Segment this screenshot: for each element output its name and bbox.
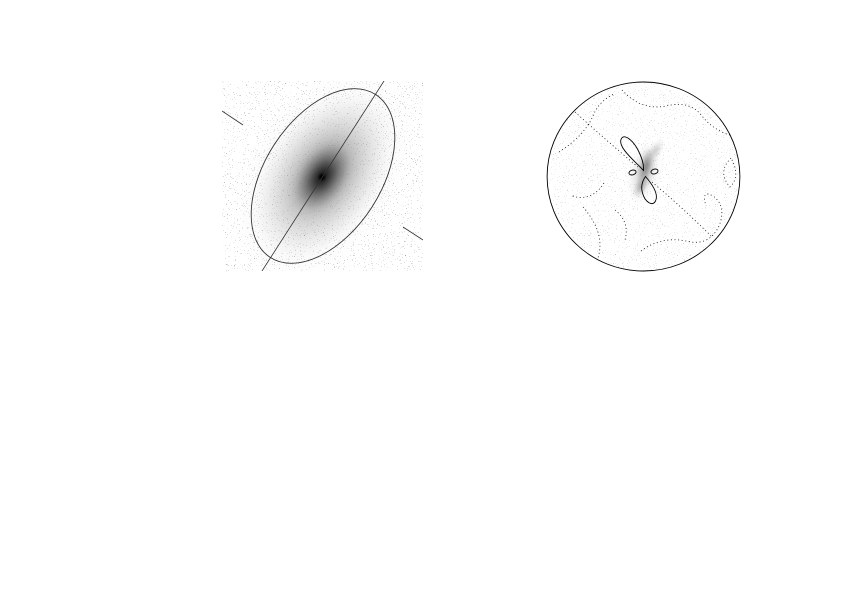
panel-galaxy-image (222, 81, 423, 271)
residual-smudge (648, 139, 664, 161)
major-axis-line (261, 81, 385, 271)
fit-ellipse-overlay (250, 88, 396, 264)
panel-residual-map (546, 81, 741, 272)
minor-axis-segment-right (402, 226, 423, 241)
residual-petal-contours (620, 136, 657, 204)
aperture-circle (546, 81, 741, 272)
residual-petal-west (628, 169, 637, 176)
minor-axis-segment-left (222, 110, 244, 126)
dotted-contour-lines (558, 89, 737, 263)
residual-content (547, 82, 740, 271)
residual-petal-east (650, 168, 659, 175)
